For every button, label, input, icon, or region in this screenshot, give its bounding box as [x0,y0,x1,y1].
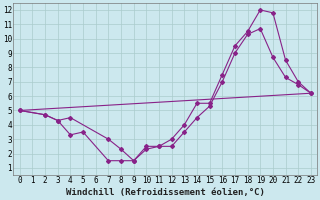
X-axis label: Windchill (Refroidissement éolien,°C): Windchill (Refroidissement éolien,°C) [66,188,265,197]
